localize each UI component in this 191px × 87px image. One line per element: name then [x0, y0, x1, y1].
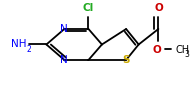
Text: N: N — [60, 24, 68, 34]
Text: CH: CH — [175, 45, 189, 55]
Text: 3: 3 — [184, 50, 189, 59]
Text: O: O — [152, 45, 161, 55]
Text: O: O — [154, 3, 163, 13]
Text: N: N — [60, 55, 68, 65]
Text: NH: NH — [11, 39, 26, 50]
Text: 2: 2 — [26, 45, 31, 54]
Text: S: S — [122, 55, 130, 65]
Text: Cl: Cl — [83, 3, 94, 13]
